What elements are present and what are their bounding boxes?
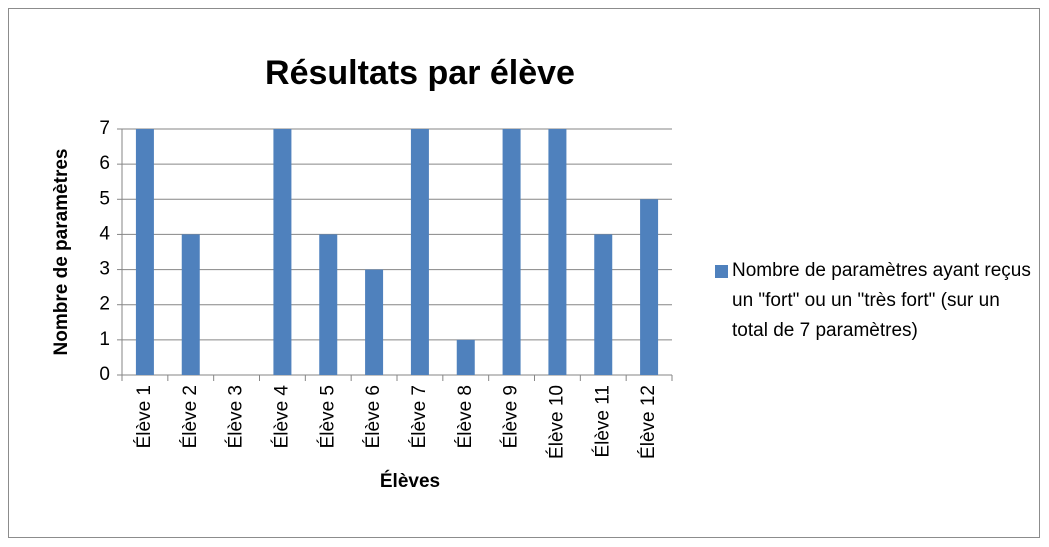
bar [410,129,429,375]
y-axis-title: Nombre de paramètres [51,149,72,356]
x-tick-label: Élève 8 [455,385,476,448]
bar [594,234,613,375]
chart-border [8,8,1040,538]
bar [135,129,154,375]
x-tick-label: Élève 11 [592,385,613,458]
x-tick-label: Élève 10 [546,385,567,459]
x-axis-title: Élèves [380,470,440,492]
x-tick-label: Élève 1 [134,385,155,448]
x-tick-label: Élève 6 [363,385,384,448]
chart-title: Résultats par élève [265,54,575,92]
y-tick-label: 3 [99,259,110,280]
x-tick-label: Élève 5 [317,385,338,448]
x-tick-label: Élève 3 [226,385,247,448]
bar [365,269,384,375]
x-tick-label: Élève 4 [271,385,292,449]
y-tick-label: 5 [99,188,110,209]
bar [319,234,338,375]
bar [548,129,567,375]
bar [273,129,292,375]
bar [181,234,200,375]
y-tick-label: 6 [99,153,110,174]
legend-label: Nombre de paramètres ayant reçus un "for… [732,260,1031,341]
y-tick-label: 0 [99,364,110,385]
legend-swatch [715,265,728,278]
bar [640,199,659,375]
bar [502,129,521,375]
y-tick-label: 1 [99,329,110,350]
x-tick-label: Élève 9 [501,385,522,448]
bar [456,339,475,375]
y-tick-label: 2 [99,294,110,315]
y-tick-label: 4 [99,223,110,244]
x-tick-label: Élève 12 [638,385,659,459]
y-tick-label: 7 [99,118,110,139]
x-tick-label: Élève 7 [409,385,430,448]
x-tick-label: Élève 2 [180,385,201,448]
